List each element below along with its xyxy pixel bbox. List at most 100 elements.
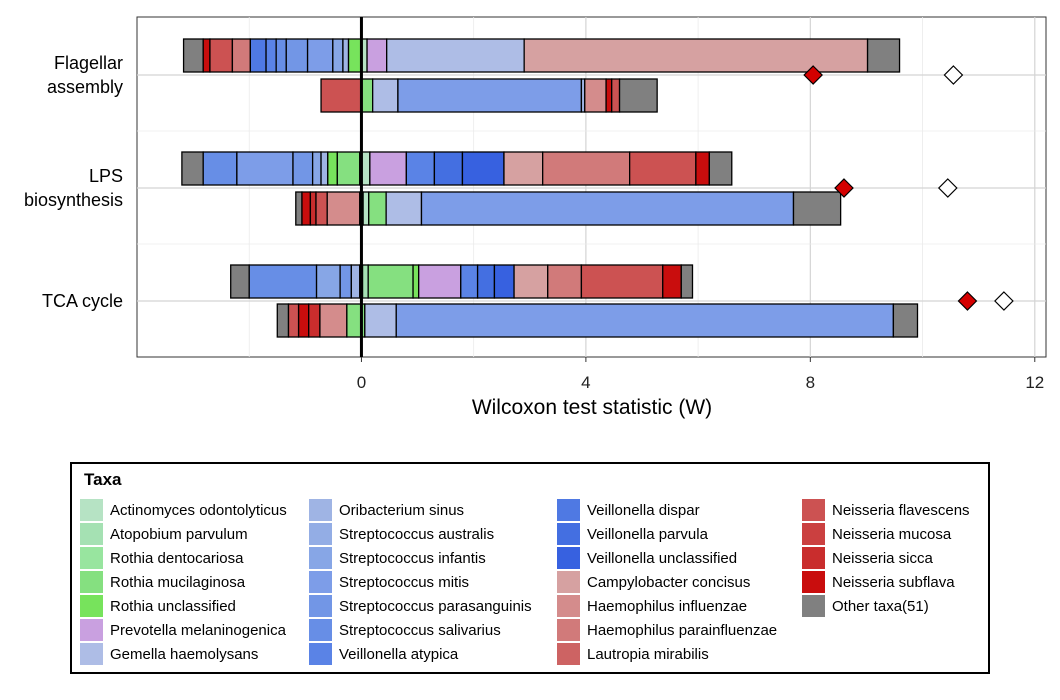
legend-swatch	[309, 546, 332, 570]
legend-label: Neisseria flavescens	[832, 501, 970, 519]
legend-item: Veillonella unclassified	[557, 546, 777, 570]
legend-label: Campylobacter concisus	[587, 573, 751, 591]
open-diamond-marker	[937, 178, 958, 198]
legend-label: Lautropia mirabilis	[587, 645, 709, 663]
bar-segment	[339, 264, 352, 299]
bar-segment	[461, 151, 505, 186]
bar-segment	[315, 191, 328, 226]
legend-column: Veillonella dispar Veillonella parvula Vei…	[557, 498, 777, 666]
legend-label: Streptococcus salivarius	[339, 621, 501, 639]
legend-swatch	[80, 522, 103, 546]
legend-swatch	[80, 618, 103, 642]
bar-segment	[202, 38, 211, 73]
bar-segment	[275, 38, 287, 73]
legend-swatch	[802, 498, 825, 522]
bar-segment	[320, 151, 329, 186]
legend-item: Prevotella melaninogenica	[80, 618, 287, 642]
legend-item: Streptococcus salivarius	[309, 618, 532, 642]
bar-segment	[584, 78, 607, 113]
legend-label: Streptococcus mitis	[339, 573, 470, 591]
stacked-bar	[230, 264, 694, 299]
bar-segment	[326, 191, 361, 226]
plot-panel	[136, 16, 1047, 358]
legend-item: Neisseria mucosa	[802, 522, 970, 546]
legend-item: Streptococcus mitis	[309, 570, 532, 594]
legend-swatch	[309, 618, 332, 642]
legend-label: Veillonella unclassified	[587, 549, 738, 567]
legend-item: Streptococcus parasanguinis	[309, 594, 532, 618]
x-tick-label: 4	[581, 373, 590, 392]
bar-segment	[315, 264, 341, 299]
bar-segment	[306, 38, 334, 73]
bar-segment	[347, 38, 362, 73]
legend-item: Neisseria sicca	[802, 546, 970, 570]
legend-swatch	[802, 546, 825, 570]
bar-segment	[580, 264, 664, 299]
legend-item: Rothia mucilaginosa	[80, 570, 287, 594]
legend-swatch	[557, 618, 580, 642]
bar-segment	[503, 151, 544, 186]
bar-segment	[629, 151, 697, 186]
legend-item: Actinomyces odontolyticus	[80, 498, 287, 522]
legend-item: Gemella haemolysans	[80, 642, 287, 666]
category-label: LPS biosynthesis	[24, 166, 123, 210]
chart: Flagellar assembly LPS biosynthesis TCA cycl…	[24, 16, 1047, 419]
filled-diamond-marker	[834, 178, 854, 198]
legend-label: Streptococcus parasanguinis	[339, 597, 532, 615]
legend-item: Other taxa(51)	[802, 594, 970, 618]
legend-swatch	[557, 546, 580, 570]
bar-segment	[350, 264, 361, 299]
open-diamond-marker	[994, 291, 1014, 311]
bar-segment	[395, 303, 895, 338]
bar-segment	[292, 151, 314, 186]
x-axis-title: Wilcoxon test statistic (W)	[472, 396, 712, 419]
stacked-bar	[181, 151, 733, 186]
legend-item: Rothia unclassified	[80, 594, 287, 618]
legend-swatch	[557, 498, 580, 522]
legend-item: Haemophilus influenzae	[557, 594, 777, 618]
legend-item: Atopobium parvulum	[80, 522, 287, 546]
legend-label: Veillonella parvula	[587, 525, 708, 543]
bar-segment	[405, 151, 436, 186]
bar-segment	[342, 38, 350, 73]
legend-item: Streptococcus infantis	[309, 546, 532, 570]
stacked-bar	[182, 38, 901, 73]
bar-segment	[386, 38, 525, 73]
bar-segment	[866, 38, 901, 73]
legend-item: Neisseria flavescens	[802, 498, 970, 522]
bar-segment	[285, 38, 309, 73]
bar-segment	[420, 191, 795, 226]
bar-segment	[265, 38, 277, 73]
bar-segment	[295, 191, 303, 226]
category-label: Flagellar assembly	[47, 53, 123, 97]
bar-segment	[309, 191, 317, 226]
x-tick-label: 8	[806, 373, 815, 392]
legend-swatch	[309, 594, 332, 618]
bar-segment	[542, 151, 631, 186]
legend-item: Neisseria subflava	[802, 570, 970, 594]
legend-swatch	[557, 594, 580, 618]
bar-segment	[412, 264, 420, 299]
legend-item: Veillonella parvula	[557, 522, 777, 546]
legend: Taxa Actinomyces odontolyticus Atopobium …	[70, 462, 990, 674]
x-tick-label: 0	[357, 373, 366, 392]
legend-swatch	[557, 522, 580, 546]
stacked-bar	[295, 191, 842, 226]
bar-segment	[297, 303, 310, 338]
bar-segment	[605, 78, 613, 113]
bar-segment	[372, 78, 399, 113]
bar-segment	[248, 264, 318, 299]
legend-swatch	[802, 594, 825, 618]
legend-label: Neisseria subflava	[832, 573, 955, 591]
stacked-bar	[320, 78, 658, 113]
category-label: TCA cycle	[42, 291, 123, 311]
legend-label: Veillonella dispar	[587, 501, 700, 519]
bar-segment	[276, 303, 290, 338]
bar-segment	[433, 151, 464, 186]
bar-segment	[308, 303, 321, 338]
bar-segment	[209, 38, 234, 73]
legend-swatch	[80, 570, 103, 594]
bar-segment	[336, 151, 361, 186]
bar-segment	[366, 38, 388, 73]
bar-segment	[231, 38, 251, 73]
